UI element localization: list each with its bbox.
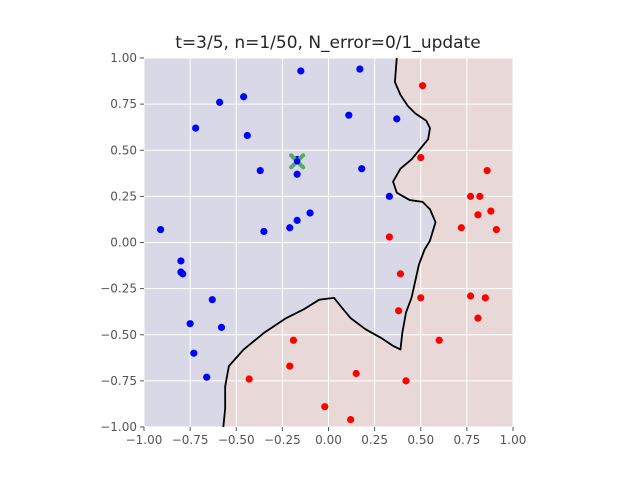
decision-boundary [222,57,437,428]
blue-data-point [208,296,216,304]
blue-data-point [385,192,393,200]
highlight-point [293,158,301,165]
x-tick-label: 0.00 [315,433,342,447]
highlight-marker [289,153,306,170]
blue-data-point [157,225,165,234]
red-data-point [352,369,360,378]
blue-data-point [260,227,268,236]
blue-data-point [358,165,366,173]
red-data-point [321,403,329,411]
y-tick-label: −1.00 [100,420,137,434]
red-data-point [347,416,355,424]
x-tick-label: −1.00 [126,433,163,447]
blue-data-point [243,131,251,140]
blue-data-point [293,216,301,224]
x-tick-label: −0.75 [172,433,209,447]
y-tick-label: 0.50 [110,143,137,157]
red-data-point [492,225,500,234]
red-data-point [474,211,482,219]
red-data-point [418,82,427,90]
blue-data-point [203,373,211,381]
red-data-point [466,192,475,200]
red-data-point [402,377,410,385]
red-data-point [483,166,491,175]
blue-data-point [179,270,187,278]
blue-data-point [217,323,226,331]
x-tick-label: 1.00 [500,433,527,447]
blue-data-point [177,257,185,265]
red-data-point [466,292,475,300]
blue-data-point [297,67,305,75]
red-data-point [289,336,298,344]
y-tick-label: 1.00 [110,51,137,65]
red-data-point [487,207,495,215]
y-axis: 1.00 0.75 0.50 0.25 0.00 −0.25 −0.50 −0.75 −1.00 [100,51,144,434]
red-data-point [417,154,425,162]
y-tick-label: 0.75 [110,97,137,111]
x-tick-label: 0.50 [407,433,434,447]
blue-data-point [240,93,248,101]
blue-data-point [345,111,353,119]
red-data-point [474,314,482,322]
red-data-point [481,294,489,302]
x-tick-label: 0.25 [361,433,388,447]
red-data-point [385,233,393,241]
y-tick-label: −0.25 [100,282,137,296]
x-tick-label: −0.50 [218,433,255,447]
blue-data-point [393,115,401,123]
red-data-point [395,307,403,315]
blue-data-point [306,209,314,217]
blue-data-point [186,320,194,328]
red-data-point [435,336,443,344]
blue-data-point [216,98,224,106]
x-tick-label: −0.25 [264,433,301,447]
red-data-point [457,224,465,232]
red-data-point [417,294,425,302]
red-data-point [286,362,294,370]
blue-data-point [192,124,200,132]
x-axis: −1.00 −0.75 −0.50 −0.25 0.00 0.25 0.50 0.75 1.00 [126,427,527,447]
chart-title: t=3/5, n=1/50, N_error=0/1_update [175,33,480,53]
blue-data-point [356,65,364,73]
blue-data-point [286,224,294,232]
x-tick-label: 0.75 [454,433,481,447]
blue-data-point [256,166,264,175]
y-tick-label: 0.00 [110,236,137,250]
red-data-point [476,192,484,200]
y-tick-label: −0.50 [100,328,137,342]
red-data-point [396,270,405,278]
plot-area [143,57,514,428]
y-tick-label: −0.75 [100,374,137,388]
red-data-point [245,375,253,383]
y-tick-label: 0.25 [110,189,137,203]
blue-data-point [190,349,198,357]
blue-data-point [293,170,301,178]
